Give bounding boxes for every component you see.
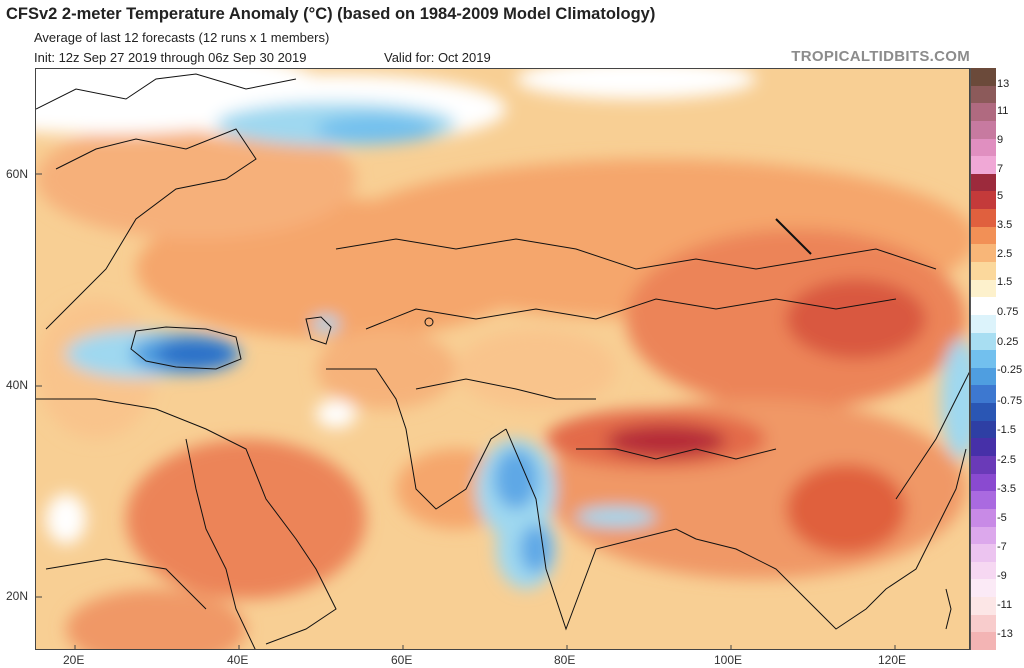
valid-text: Valid for: Oct 2019 [384, 50, 491, 65]
color-legend: 13 11 9 7 5 3.5 2.5 1.5 0.75 0.25 -0.25 -0.75 -1.5 -2… [970, 68, 1024, 651]
legend-swatch [970, 191, 996, 210]
legend-swatch [970, 473, 996, 492]
legend-swatch [970, 85, 996, 104]
lon-label-100e: 100E [714, 653, 743, 667]
legend-swatch [970, 614, 996, 633]
legend-swatch [970, 632, 996, 651]
legend-tick-label: 11 [997, 105, 1009, 117]
lat-label-20n: 20N [6, 589, 29, 603]
legend-tick-label: -13 [997, 628, 1013, 640]
init-text: Init: 12z Sep 27 2019 through 06z Sep 30… [34, 50, 307, 65]
coastlines [36, 73, 969, 649]
legend-swatch [970, 385, 996, 404]
legend-tick-label: 13 [997, 78, 1010, 90]
lon-label-40e: 40E [227, 653, 249, 667]
legend-tick-label: -3.5 [997, 483, 1016, 495]
legend-swatch [970, 367, 996, 386]
lon-label-60e: 60E [391, 653, 413, 667]
legend-tick-label: -9 [997, 570, 1007, 582]
grid-ticks [36, 173, 896, 649]
legend-tick-label: 9 [997, 134, 1004, 146]
legend-tick-label: -7 [997, 541, 1007, 553]
legend-swatch [970, 244, 996, 263]
legend-tick-label: 0.75 [997, 306, 1019, 318]
lat-label-60n: 60N [6, 167, 29, 181]
chart-title: CFSv2 2-meter Temperature Anomaly (°C) (… [6, 5, 656, 23]
legend-tick-label: 2.5 [997, 248, 1013, 260]
legend-swatch [970, 156, 996, 175]
legend-swatch [970, 262, 996, 281]
lon-label-120e: 120E [878, 653, 907, 667]
anomaly-map [35, 68, 970, 650]
legend-swatch [970, 226, 996, 245]
legend-tick-label: 3.5 [997, 219, 1013, 231]
legend-swatch [970, 579, 996, 598]
legend-tick-label: -11 [997, 599, 1013, 611]
legend-swatch [970, 491, 996, 510]
legend-swatch [970, 350, 996, 369]
legend-swatch [970, 508, 996, 528]
subtitle: Average of last 12 forecasts (12 runs x … [34, 30, 330, 45]
legend-swatch [970, 297, 996, 316]
legend-swatch [970, 456, 996, 475]
legend-tick-label: -0.25 [997, 364, 1023, 376]
legend-swatch [970, 332, 996, 351]
legend-swatch [970, 120, 996, 140]
legend-swatch [970, 138, 996, 157]
legend-tick-label: 1.5 [997, 276, 1013, 288]
legend-swatch [970, 526, 996, 545]
legend-swatch [970, 544, 996, 563]
legend-tick-label: -0.75 [997, 395, 1023, 407]
anomaly-field [36, 69, 969, 649]
legend-swatch [970, 173, 996, 192]
legend-tick-label: 7 [997, 163, 1004, 175]
legend-tick-label: -1.5 [997, 424, 1016, 436]
legend-swatch [970, 403, 996, 422]
legend-tick-label: -5 [997, 512, 1007, 524]
legend-swatch [970, 209, 996, 228]
legend-swatch [970, 103, 996, 122]
lat-label-40n: 40N [6, 378, 29, 392]
lon-label-80e: 80E [554, 653, 576, 667]
legend-swatch [970, 561, 996, 580]
legend-swatch [970, 68, 996, 87]
legend-tick-label: 0.25 [997, 336, 1019, 348]
legend-swatch [970, 438, 996, 457]
legend-tick-label: 5 [997, 190, 1004, 202]
legend-swatch [970, 314, 996, 334]
lon-label-20e: 20E [63, 653, 85, 667]
legend-swatch [970, 597, 996, 616]
legend-tick-label: -2.5 [997, 454, 1016, 466]
brand-watermark: TROPICALTIDBITS.COM [791, 48, 970, 65]
legend-swatch [970, 279, 996, 298]
legend-swatch [970, 420, 996, 439]
